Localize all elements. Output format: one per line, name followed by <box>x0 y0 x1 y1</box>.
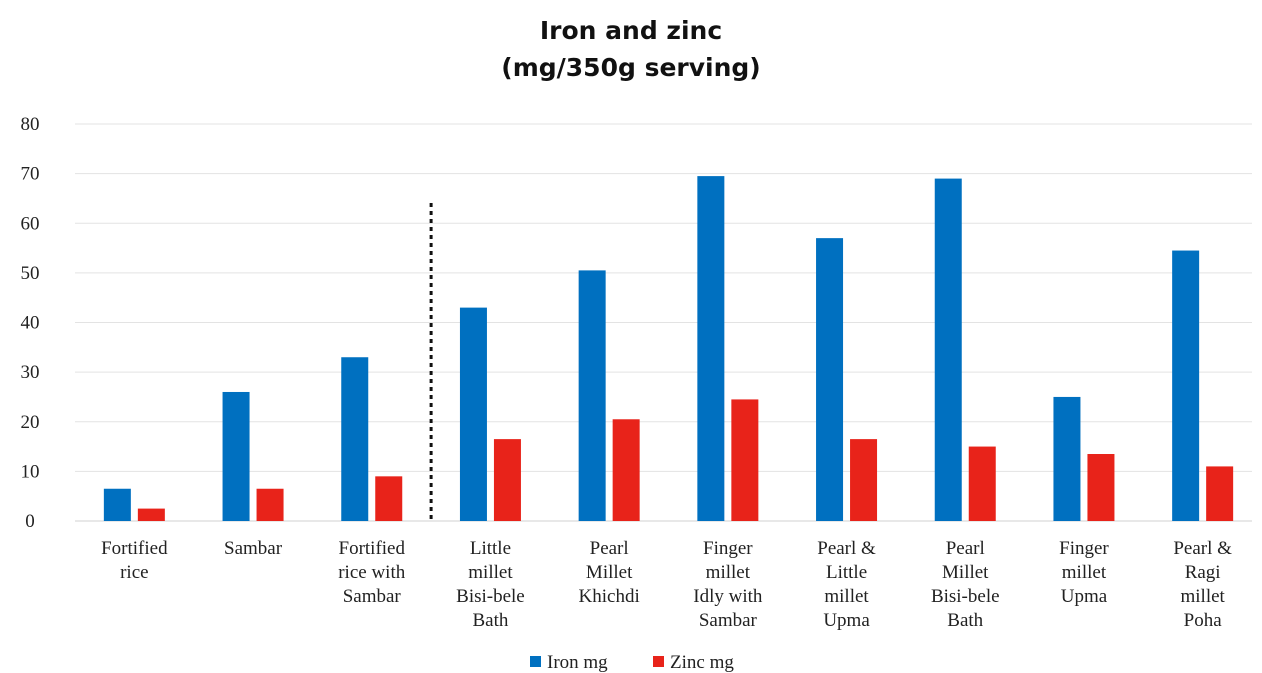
iron-legend-swatch <box>530 656 541 667</box>
category-label-line: Pearl <box>946 538 985 559</box>
iron-bar <box>816 238 844 521</box>
y-tick-label: 70 <box>21 164 40 185</box>
iron-bar <box>1172 250 1200 521</box>
zinc-bar <box>968 446 996 521</box>
category-label-line: Bath <box>473 610 509 631</box>
category-label-line: Poha <box>1184 610 1223 631</box>
zinc-legend-label: Zinc mg <box>670 652 734 673</box>
zinc-legend-swatch <box>653 656 664 667</box>
category-label-line: rice with <box>338 562 406 583</box>
zinc-bar <box>493 439 521 521</box>
y-tick-label: 60 <box>21 213 40 234</box>
category-label-line: Fortified <box>339 538 406 559</box>
legend: Iron mg Zinc mg <box>530 652 734 673</box>
category-label-line: Idly with <box>693 586 763 607</box>
category-label-line: Sambar <box>699 610 758 631</box>
iron-legend-label: Iron mg <box>547 652 608 673</box>
category-label: Finger millet Upma <box>1059 538 1109 607</box>
category-label: Fortified rice with Sambar <box>338 538 406 607</box>
zinc-bar <box>731 399 759 521</box>
y-tick-label: 50 <box>21 263 40 284</box>
gridlines <box>75 123 1252 522</box>
y-axis-ticks: 0 10 20 30 40 50 60 70 80 <box>21 114 40 532</box>
category-label: Pearl Millet Khichdi <box>579 538 640 607</box>
category-label: Pearl & Little millet Upma <box>817 538 876 631</box>
category-label-line: Finger <box>1059 538 1109 559</box>
category-label: Pearl Millet Bisi-bele Bath <box>931 538 1000 631</box>
category-label-line: millet <box>706 562 751 583</box>
category-label-line: Fortified <box>101 538 168 559</box>
chart-subtitle: (mg/350g serving) <box>501 53 760 82</box>
y-tick-label: 80 <box>21 114 40 135</box>
category-label-line: rice <box>120 562 148 583</box>
zinc-bar <box>612 419 640 521</box>
category-label-line: Upma <box>1061 586 1108 607</box>
x-axis-labels: Fortified rice Sambar Fortified rice with Sam… <box>101 538 1232 631</box>
category-label-line: Pearl & <box>817 538 876 559</box>
category-label: Little millet Bisi-bele Bath <box>456 538 525 631</box>
category-label-line: Little <box>826 562 867 583</box>
category-label-line: millet <box>1180 586 1225 607</box>
category-label-line: Khichdi <box>579 586 640 607</box>
category-label-line: millet <box>468 562 513 583</box>
iron-bar <box>341 357 369 521</box>
category-label: Sambar <box>224 538 283 559</box>
category-label-line: millet <box>1062 562 1107 583</box>
category-label-line: Upma <box>823 610 870 631</box>
iron-bar <box>1053 396 1081 521</box>
category-label-line: Pearl & <box>1173 538 1232 559</box>
zinc-bar <box>137 508 165 521</box>
category-label-line: Bisi-bele <box>931 586 1000 607</box>
category-label-line: Sambar <box>343 586 402 607</box>
category-label: Fortified rice <box>101 538 168 583</box>
zinc-bar <box>375 476 403 521</box>
y-tick-label: 20 <box>21 412 40 433</box>
iron-bar <box>103 488 131 521</box>
y-tick-label: 40 <box>21 313 40 334</box>
zinc-bar <box>1087 454 1115 521</box>
category-label-line: Little <box>470 538 511 559</box>
category-label: Finger millet Idly with Sambar <box>693 538 763 631</box>
iron-bar <box>697 176 725 521</box>
zinc-bar <box>256 488 284 521</box>
iron-bar <box>222 391 250 521</box>
category-label-line: Millet <box>942 562 989 583</box>
bars <box>103 176 1234 521</box>
category-label-line: Bisi-bele <box>456 586 525 607</box>
zinc-bar <box>850 439 878 521</box>
zinc-bar <box>1206 466 1234 521</box>
category-label-line: Finger <box>703 538 753 559</box>
category-label-line: Ragi <box>1185 562 1221 583</box>
iron-bar <box>934 178 962 521</box>
category-label-line: Sambar <box>224 538 283 559</box>
y-tick-label: 0 <box>25 511 35 532</box>
iron-bar <box>578 270 606 521</box>
y-tick-label: 30 <box>21 362 40 383</box>
category-label: Pearl & Ragi millet Poha <box>1173 538 1232 631</box>
chart-title: Iron and zinc <box>540 16 722 45</box>
category-label-line: Bath <box>947 610 983 631</box>
category-label-line: Millet <box>586 562 633 583</box>
y-tick-label: 10 <box>21 461 40 482</box>
category-label-line: millet <box>824 586 869 607</box>
iron-bar <box>459 307 487 521</box>
category-label-line: Pearl <box>590 538 629 559</box>
